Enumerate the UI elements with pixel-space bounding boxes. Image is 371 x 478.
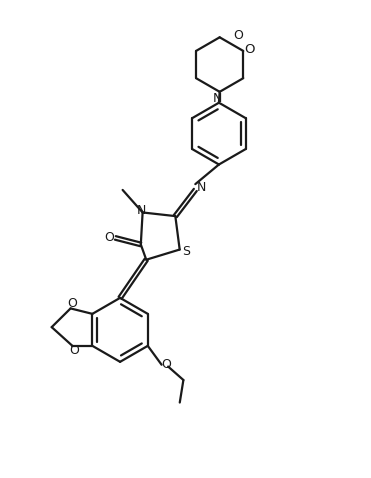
Text: O: O [244, 43, 255, 55]
Text: O: O [105, 231, 115, 244]
Text: N: N [196, 181, 206, 194]
Text: O: O [67, 297, 77, 310]
Text: N: N [213, 92, 223, 105]
Text: N: N [137, 204, 147, 217]
Text: O: O [69, 345, 79, 358]
Text: S: S [182, 245, 190, 258]
Text: O: O [234, 29, 243, 42]
Text: O: O [162, 358, 172, 371]
